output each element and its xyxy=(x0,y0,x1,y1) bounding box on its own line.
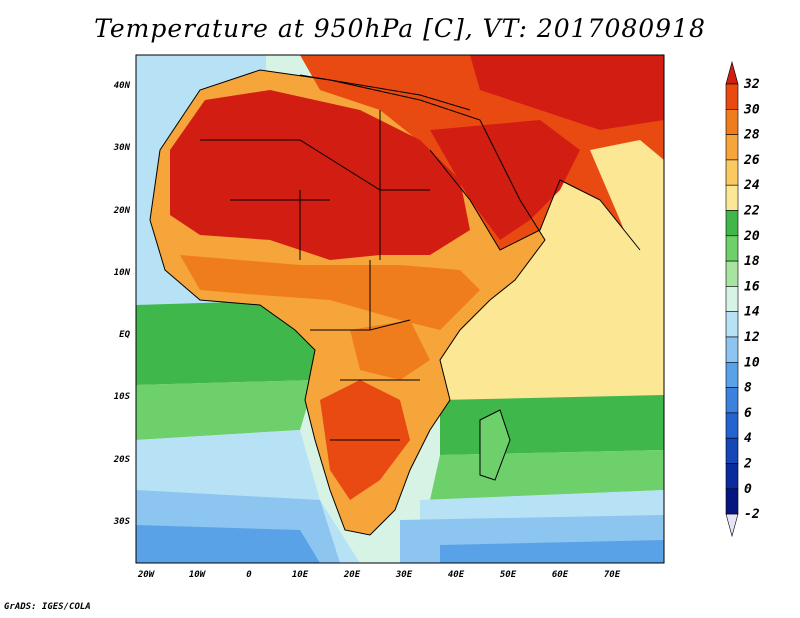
colorbar-segment xyxy=(725,184,739,211)
colorbar-segment xyxy=(725,83,739,110)
colorbar-label: 32 xyxy=(743,77,760,92)
map-figure: 20W 10W 0 10E 20E 30E 40E 50E 60E 70E 40… xyxy=(113,54,760,580)
colorbar-segment xyxy=(725,311,739,338)
lon-tick-label: 20E xyxy=(343,570,361,580)
colorbar-segment xyxy=(725,109,739,135)
lon-tick-label: 20W xyxy=(137,570,156,580)
map-frame xyxy=(135,54,665,564)
lon-axis: 20W 10W 0 10E 20E 30E 40E 50E 60E 70E xyxy=(137,570,621,580)
colorbar-segment xyxy=(725,286,739,312)
colorbar-label: 2 xyxy=(743,457,752,472)
lon-tick-label: 10W xyxy=(189,570,207,580)
colorbar-segment xyxy=(725,488,739,515)
colorbar-label: 8 xyxy=(744,381,752,396)
colorbar-label: 30 xyxy=(743,102,760,117)
colorbar-segment xyxy=(725,210,739,237)
lon-tick-label: 10E xyxy=(292,570,309,580)
colorbar-segment xyxy=(725,134,739,161)
lon-tick-label: 0 xyxy=(246,570,252,580)
lat-tick-label: 10S xyxy=(114,392,131,402)
credit-label: GrADS: IGES/COLA xyxy=(4,602,91,612)
lat-tick-label: EQ xyxy=(119,330,130,340)
colorbar-segment xyxy=(725,361,739,388)
colorbar-label: 0 xyxy=(744,482,752,497)
colorbar-label: 14 xyxy=(744,305,760,320)
colorbar-label: 6 xyxy=(744,406,752,421)
colorbar-label: 18 xyxy=(744,254,760,269)
colorbar-segment xyxy=(725,336,739,363)
colorbar-max-arrow xyxy=(725,60,739,85)
colorbar-segment xyxy=(725,463,739,490)
lon-tick-label: 60E xyxy=(552,570,569,580)
colorbar-label: 10 xyxy=(744,355,760,370)
lat-tick-label: 30S xyxy=(113,517,131,527)
colorbar-label: 24 xyxy=(743,178,760,193)
colorbar-segment xyxy=(725,159,739,186)
colorbar-label: 22 xyxy=(743,204,760,219)
lon-tick-label: 30E xyxy=(395,570,413,580)
temperature-field xyxy=(136,55,664,563)
lon-tick-label: 40E xyxy=(448,570,465,580)
lat-tick-label: 20N xyxy=(113,206,131,216)
colorbar-segment xyxy=(725,387,739,414)
colorbar-label: 4 xyxy=(744,431,752,446)
lat-tick-label: 30N xyxy=(113,143,131,153)
colorbar-segment xyxy=(725,412,739,439)
colorbar-segment xyxy=(725,260,739,287)
colorbar-label: 12 xyxy=(744,330,760,345)
colorbar-label: 28 xyxy=(743,128,760,143)
coastlines xyxy=(149,69,641,536)
colorbar-segment xyxy=(725,437,739,464)
colorbar-label: 26 xyxy=(743,153,760,168)
lat-tick-label: 40N xyxy=(114,81,131,91)
lat-tick-label: 20S xyxy=(113,455,131,465)
colorbar-label: -2 xyxy=(744,507,760,522)
colorbar-label: 20 xyxy=(743,229,760,244)
lat-tick-label: 10N xyxy=(114,268,131,278)
colorbar-label: 16 xyxy=(744,279,760,294)
lon-tick-label: 70E xyxy=(604,570,621,580)
colorbar-segment xyxy=(725,235,739,262)
lat-axis: 40N 30N 20N 10N EQ 10S 20S 30S xyxy=(113,81,131,527)
lon-tick-label: 50E xyxy=(500,570,517,580)
map-title: Temperature at 950hPa [C], VT: 201708091… xyxy=(94,14,706,43)
colorbar-min-arrow xyxy=(725,513,739,538)
